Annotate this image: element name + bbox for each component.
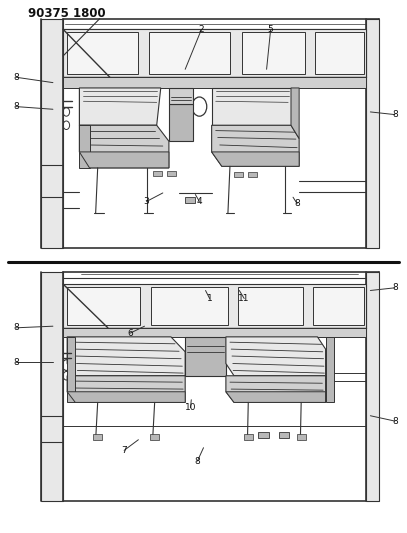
Polygon shape (153, 171, 162, 176)
Polygon shape (226, 337, 326, 376)
Polygon shape (244, 434, 253, 440)
Polygon shape (63, 284, 366, 328)
Text: 4: 4 (197, 197, 202, 206)
Polygon shape (226, 376, 326, 402)
Polygon shape (151, 287, 228, 325)
Polygon shape (79, 88, 161, 125)
Text: 6: 6 (127, 329, 133, 337)
Polygon shape (63, 77, 366, 88)
Text: 1: 1 (207, 294, 212, 303)
Text: 8: 8 (13, 73, 19, 82)
Polygon shape (63, 29, 366, 77)
Polygon shape (212, 125, 299, 166)
Text: 10: 10 (185, 403, 196, 412)
Polygon shape (313, 287, 364, 325)
Polygon shape (212, 88, 291, 125)
Polygon shape (79, 125, 169, 168)
Polygon shape (315, 32, 364, 74)
Polygon shape (226, 392, 326, 402)
Text: 8: 8 (13, 324, 19, 332)
Text: 8: 8 (195, 457, 200, 465)
Polygon shape (79, 88, 90, 168)
Text: 7: 7 (121, 446, 127, 455)
Polygon shape (67, 337, 75, 402)
Polygon shape (185, 337, 226, 376)
Text: 8: 8 (294, 199, 300, 208)
Polygon shape (169, 88, 193, 104)
Polygon shape (41, 272, 63, 501)
Polygon shape (149, 32, 230, 74)
Polygon shape (67, 337, 185, 376)
Polygon shape (63, 328, 366, 337)
Polygon shape (212, 152, 299, 166)
Text: 8: 8 (13, 102, 19, 111)
Polygon shape (291, 88, 299, 139)
Polygon shape (185, 197, 195, 203)
Text: 90375 1800: 90375 1800 (28, 7, 106, 20)
Text: 8: 8 (392, 417, 398, 425)
Text: 8: 8 (392, 110, 398, 119)
Polygon shape (238, 287, 303, 325)
Polygon shape (41, 19, 63, 248)
Text: 8: 8 (13, 358, 19, 367)
Text: 3: 3 (144, 197, 149, 206)
Polygon shape (297, 434, 306, 440)
Polygon shape (150, 434, 159, 440)
Polygon shape (67, 376, 185, 402)
Polygon shape (326, 337, 334, 402)
Polygon shape (366, 272, 379, 501)
Polygon shape (248, 172, 257, 177)
Text: 8: 8 (392, 284, 398, 292)
Polygon shape (169, 104, 193, 141)
Polygon shape (67, 32, 138, 74)
Polygon shape (93, 434, 102, 440)
Polygon shape (67, 287, 140, 325)
Polygon shape (234, 172, 243, 177)
Polygon shape (79, 152, 169, 168)
Text: 2: 2 (199, 25, 204, 34)
Polygon shape (279, 432, 289, 438)
Polygon shape (242, 32, 305, 74)
Text: 11: 11 (239, 294, 250, 303)
Text: 5: 5 (268, 25, 274, 34)
Polygon shape (167, 171, 176, 176)
Polygon shape (366, 19, 379, 248)
Polygon shape (258, 432, 269, 438)
Polygon shape (67, 392, 185, 402)
